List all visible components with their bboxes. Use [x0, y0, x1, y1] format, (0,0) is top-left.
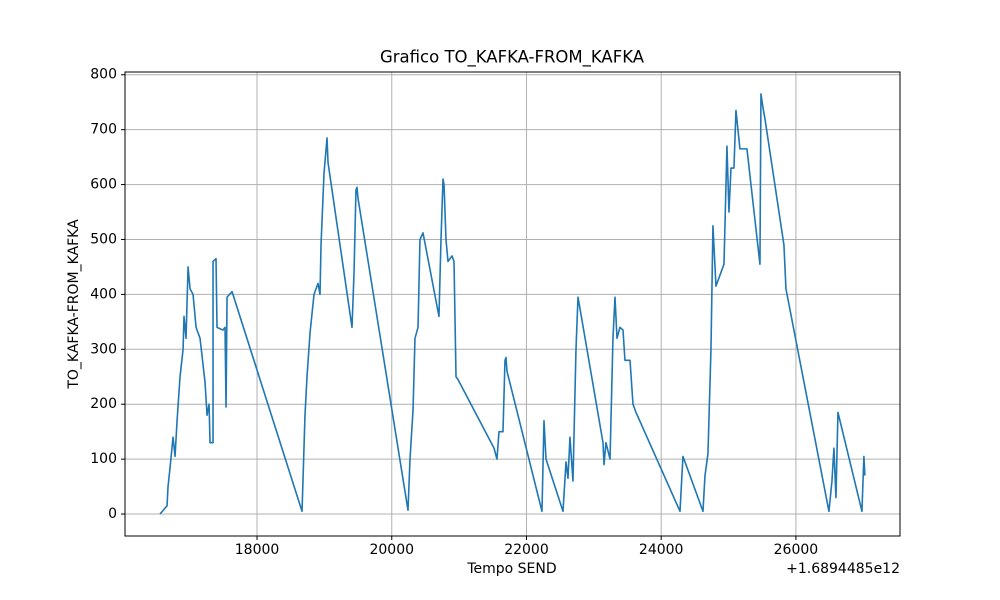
- chart-title: Grafico TO_KAFKA-FROM_KAFKA: [380, 48, 645, 68]
- data-line: [159, 93, 866, 515]
- y-tick-label: 300: [90, 341, 117, 357]
- y-tick-label: 500: [90, 231, 117, 247]
- y-tick-label: 0: [108, 506, 117, 522]
- x-tick-label: 18000: [235, 542, 280, 558]
- x-tick-label: 22000: [504, 542, 549, 558]
- y-tick-label: 800: [90, 67, 117, 83]
- y-axis-label: TO_KAFKA-FROM_KAFKA: [66, 219, 82, 390]
- y-tick-label: 400: [90, 286, 117, 302]
- plot-frame: [124, 71, 901, 537]
- y-tick-label: 700: [90, 122, 117, 138]
- x-axis-label: Tempo SEND: [466, 561, 556, 577]
- y-tick-label: 100: [90, 451, 117, 467]
- y-tick-label: 600: [90, 177, 117, 193]
- x-tick-label: 24000: [639, 542, 684, 558]
- y-tick-label: 200: [90, 396, 117, 412]
- x-offset-label: +1.6894485e12: [786, 561, 900, 577]
- x-tick-label: 26000: [774, 542, 819, 558]
- x-tick-label: 20000: [369, 542, 414, 558]
